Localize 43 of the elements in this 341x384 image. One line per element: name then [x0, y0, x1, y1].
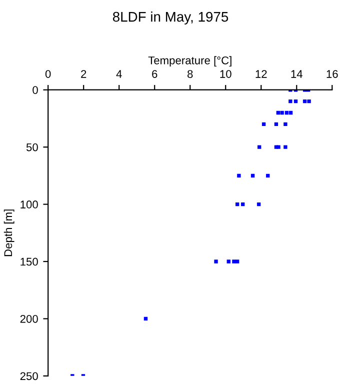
x-tick-label: 12 [256, 70, 267, 78]
y-tick-label: 50 [26, 143, 38, 152]
point [276, 145, 280, 149]
point [240, 202, 245, 206]
x-tick-label: 10 [220, 70, 232, 78]
y-tick-label: 150 [20, 258, 38, 266]
point [237, 174, 241, 178]
y-tick-label: 200 [20, 314, 38, 323]
y-tick-label: 0 [32, 86, 38, 94]
x-tick-label: 8 [188, 70, 193, 78]
point [250, 174, 255, 178]
x-axis-title: Temperature [°C] [148, 56, 232, 67]
point [280, 110, 284, 115]
x-tick-label: 0 [45, 70, 51, 78]
point [235, 260, 240, 264]
point [144, 316, 148, 321]
x-tick-label: 14 [291, 70, 302, 78]
point [274, 122, 278, 126]
x-tick-label: 2 [81, 70, 86, 78]
y-axis-title: Depth [m] [4, 210, 14, 256]
y-tick-label: 250 [20, 372, 38, 380]
point [284, 145, 288, 149]
point [262, 122, 266, 126]
point [226, 260, 230, 264]
y-tick-label: 100 [20, 200, 38, 208]
point [302, 99, 307, 104]
point [284, 110, 289, 115]
point [232, 260, 236, 264]
point [276, 110, 280, 115]
point [288, 99, 292, 104]
point [288, 110, 293, 115]
point [214, 260, 218, 264]
point [235, 202, 240, 206]
point [284, 122, 288, 126]
point [266, 174, 270, 178]
point [307, 99, 311, 104]
x-tick-label: 6 [152, 70, 158, 78]
x-tick-label: 16 [326, 70, 338, 78]
point [294, 99, 298, 104]
chart-title: 8LDF in May, 1975 [112, 12, 228, 24]
x-tick-label: 4 [116, 70, 122, 78]
point [256, 202, 261, 206]
point [258, 145, 262, 149]
